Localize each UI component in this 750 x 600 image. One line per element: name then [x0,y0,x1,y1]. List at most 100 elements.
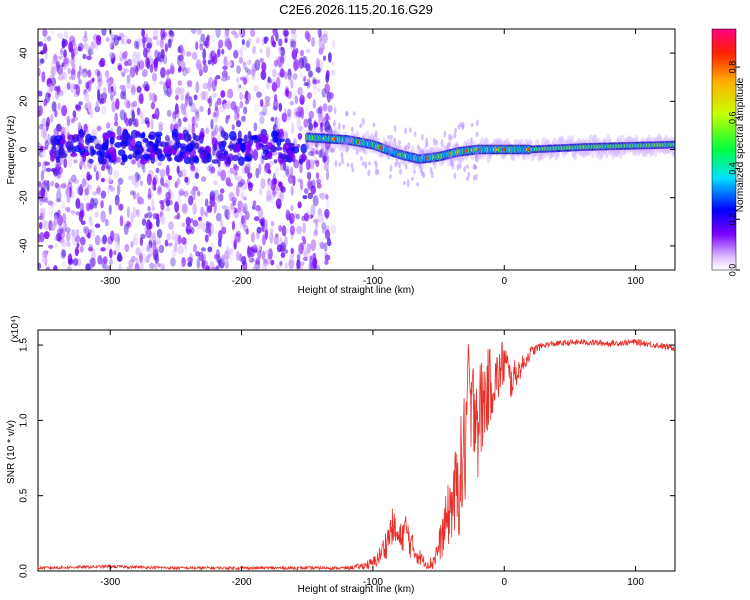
noise-blob [57,55,64,60]
noise-blob [44,220,50,231]
noise-blob [157,263,161,268]
noise-blob [74,103,79,110]
noise-blob [194,110,200,119]
noise-blob [243,106,248,115]
noise-blob [374,144,378,151]
noise-blob [38,41,44,47]
noise-blob [134,262,140,270]
noise-blob [209,163,214,175]
noise-blob [319,192,325,199]
noise-blob [224,250,230,261]
noise-blob [233,210,240,219]
noise-blob [425,142,429,148]
noise-blob [283,108,287,115]
noise-blob [238,156,245,166]
noise-blob [66,206,71,213]
noise-blob [181,168,187,178]
noise-blob [252,45,257,55]
noise-blob [108,51,115,59]
noise-blob [255,167,260,179]
noise-blob [342,124,346,130]
noise-blob [69,35,75,44]
colorbar: 0.0 0.2 0.4 0.6 0.8 Normalized spectral ampl… [711,28,746,276]
noise-blob [244,166,250,174]
noise-blob [75,198,81,209]
noise-blob [406,179,410,188]
noise-blob [330,224,336,235]
noise-blob [235,120,242,128]
noise-blob [215,265,219,270]
noise-blob [158,244,165,254]
noise-blob [247,172,253,179]
noise-blob [195,81,200,94]
noise-blob [168,29,174,36]
y-tick-label: 0.0 [19,564,30,578]
noise-blob [350,162,354,169]
noise-blob [301,235,306,242]
noise-blob [190,164,196,172]
noise-blob [220,169,226,181]
noise-blob [206,34,210,42]
noise-blob [278,128,285,139]
noise-blob [243,156,252,162]
noise-blob [145,256,150,264]
noise-blob [101,104,107,116]
noise-blob [318,241,325,248]
noise-blob [233,207,237,214]
noise-blob [252,248,258,254]
noise-blob [285,165,290,176]
noise-blob [91,128,98,138]
noise-blob [320,122,324,128]
noise-blob [210,223,215,235]
noise-blob [84,30,88,38]
noise-blob [42,43,48,54]
noise-blob [273,159,278,164]
noise-blob [194,122,199,128]
noise-blob [140,233,146,240]
noise-blob [82,35,88,43]
noise-blob [199,105,204,112]
noise-blob [176,165,180,174]
noise-blob [82,72,87,78]
noise-blob [83,123,88,133]
noise-blob [298,158,304,165]
noise-blob [167,242,173,247]
noise-blob [275,198,282,209]
noise-blob [50,29,54,36]
noise-blob [43,36,48,43]
noise-blob [213,76,218,87]
noise-blob [41,117,47,127]
noise-blob [259,111,265,116]
noise-blob [207,165,212,172]
noise-blob [475,131,479,138]
noise-blob [284,34,288,44]
noise-blob [174,120,180,131]
noise-blob [68,156,73,168]
noise-blob [100,247,106,252]
noise-blob [259,115,265,125]
noise-blob [98,59,105,68]
noise-blob [269,79,273,84]
noise-blob [143,86,150,92]
noise-blob [240,215,247,228]
noise-blob [131,110,135,122]
noise-blob [224,102,230,110]
noise-blob [46,78,52,85]
noise-blob [191,123,195,136]
noise-blob [104,265,111,270]
noise-blob [236,80,241,93]
noise-blob [200,206,204,217]
noise-blob [160,202,165,211]
noise-blob [67,253,73,265]
noise-blob [291,166,295,171]
noise-blob [281,225,287,237]
noise-blob [39,198,43,206]
noise-blob [100,190,107,199]
noise-blob [306,92,312,100]
noise-blob [203,90,209,101]
noise-blob [162,146,169,154]
noise-blob [94,223,101,229]
noise-blob [236,77,240,83]
noise-blob [324,259,329,265]
noise-blob [320,193,326,201]
